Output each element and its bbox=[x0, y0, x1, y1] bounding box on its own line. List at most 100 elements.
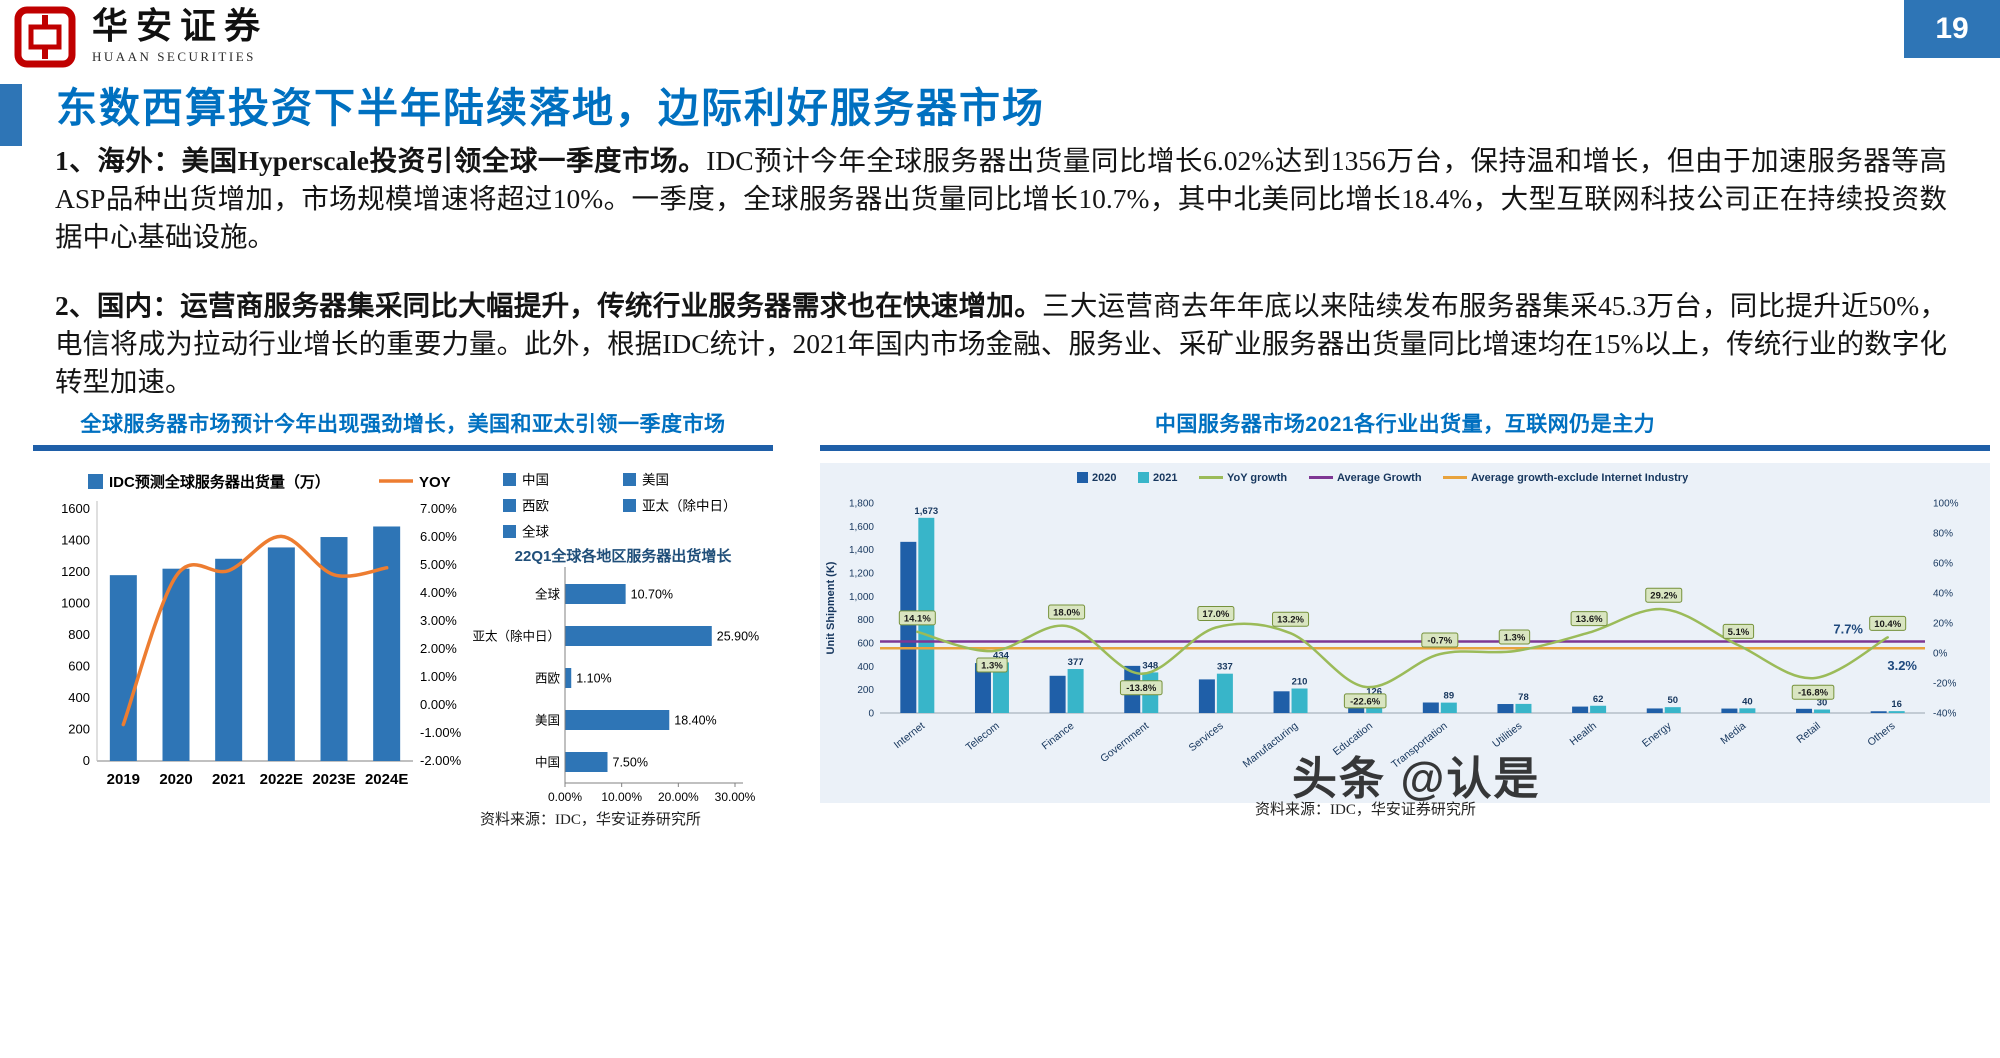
svg-text:IDC预测全球服务器出货量（万）: IDC预测全球服务器出货量（万） bbox=[109, 473, 330, 491]
svg-text:13.2%: 13.2% bbox=[1277, 615, 1304, 626]
svg-text:Average Growth: Average Growth bbox=[1337, 472, 1422, 484]
svg-text:0: 0 bbox=[868, 709, 874, 720]
industry-shipment-chart-svg: 2020 2021 YoY growth Average Growth Average … bbox=[820, 463, 1990, 803]
svg-text:1600: 1600 bbox=[61, 501, 90, 516]
global-market-panel: 全球服务器市场预计今年出现强劲增长，美国和亚太引领一季度市场 IDC预测全球服务… bbox=[33, 408, 773, 828]
page-number: 19 bbox=[1904, 0, 2000, 58]
right-panel-underline bbox=[820, 445, 1990, 451]
huaan-logo-icon bbox=[14, 6, 76, 68]
svg-text:600: 600 bbox=[68, 659, 90, 674]
left-panel-title: 全球服务器市场预计今年出现强劲增长，美国和亚太引领一季度市场 bbox=[80, 413, 726, 436]
svg-text:7.00%: 7.00% bbox=[420, 501, 457, 516]
svg-text:-2.00%: -2.00% bbox=[420, 753, 462, 768]
brand-name: 华安证券 bbox=[92, 6, 269, 46]
svg-text:78: 78 bbox=[1518, 692, 1529, 703]
svg-text:377: 377 bbox=[1068, 657, 1084, 668]
svg-text:29.2%: 29.2% bbox=[1650, 591, 1677, 602]
svg-text:126: 126 bbox=[1366, 686, 1382, 697]
svg-text:20.00%: 20.00% bbox=[658, 790, 699, 804]
svg-text:30.00%: 30.00% bbox=[715, 790, 756, 804]
svg-text:7.50%: 7.50% bbox=[613, 756, 648, 770]
svg-text:400: 400 bbox=[857, 662, 874, 673]
svg-text:1.3%: 1.3% bbox=[981, 661, 1003, 672]
svg-text:1.00%: 1.00% bbox=[420, 669, 457, 684]
svg-text:400: 400 bbox=[68, 690, 90, 705]
svg-text:1,200: 1,200 bbox=[849, 569, 874, 580]
svg-text:800: 800 bbox=[68, 627, 90, 642]
svg-text:14.1%: 14.1% bbox=[904, 613, 931, 624]
svg-text:5.00%: 5.00% bbox=[420, 557, 457, 572]
svg-text:0.00%: 0.00% bbox=[420, 697, 457, 712]
svg-text:美国: 美国 bbox=[642, 473, 669, 488]
svg-text:中国: 中国 bbox=[535, 755, 560, 770]
brand-subtitle: HUAAN SECURITIES bbox=[92, 49, 256, 65]
svg-text:89: 89 bbox=[1444, 691, 1455, 702]
page-title: 东数西算投资下半年陆续落地，边际利好服务器市场 bbox=[56, 85, 1045, 131]
region-growth-chart: 中国 美国 西欧 亚太（除中日） 全球 22Q1全球各地区服务器出货增长 全球 10.70% 亚… bbox=[472, 461, 773, 818]
right-source-note: 资料来源：IDC，华安证券研究所 bbox=[1255, 802, 1476, 818]
svg-text:22Q1全球各地区服务器出货增长: 22Q1全球各地区服务器出货增长 bbox=[515, 547, 733, 565]
svg-text:全球: 全球 bbox=[522, 524, 550, 540]
svg-text:2.00%: 2.00% bbox=[420, 641, 457, 656]
svg-text:62: 62 bbox=[1593, 694, 1604, 705]
svg-text:3.2%: 3.2% bbox=[1887, 658, 1917, 673]
industry-shipment-chart: 2020 2021 YoY growth Average Growth Average … bbox=[820, 463, 1990, 808]
svg-text:18.0%: 18.0% bbox=[1053, 608, 1080, 619]
svg-text:2021: 2021 bbox=[212, 771, 245, 788]
svg-text:16: 16 bbox=[1891, 699, 1902, 710]
svg-text:800: 800 bbox=[857, 615, 874, 626]
svg-text:亚太（除中日）: 亚太（除中日） bbox=[642, 499, 737, 514]
svg-text:0: 0 bbox=[83, 753, 90, 768]
svg-text:YoY growth: YoY growth bbox=[1227, 472, 1287, 484]
svg-text:美国: 美国 bbox=[535, 714, 560, 728]
svg-text:1400: 1400 bbox=[61, 533, 90, 548]
left-panel-underline bbox=[33, 445, 773, 451]
svg-text:30: 30 bbox=[1817, 698, 1828, 709]
svg-text:1.10%: 1.10% bbox=[576, 672, 611, 686]
svg-text:0%: 0% bbox=[1933, 649, 1948, 660]
paragraph-overseas: 1、海外：美国Hyperscale投资引领全球一季度市场。IDC预计今年全球服务… bbox=[55, 142, 1947, 256]
svg-text:100%: 100% bbox=[1933, 499, 1959, 510]
svg-text:13.6%: 13.6% bbox=[1576, 614, 1603, 625]
svg-text:1,600: 1,600 bbox=[849, 522, 874, 533]
svg-text:1.3%: 1.3% bbox=[1504, 633, 1526, 644]
svg-text:17.0%: 17.0% bbox=[1202, 609, 1229, 620]
svg-text:1,673: 1,673 bbox=[914, 506, 938, 517]
svg-text:10.4%: 10.4% bbox=[1874, 619, 1901, 630]
svg-text:1,800: 1,800 bbox=[849, 499, 874, 510]
body-text: 1、海外：美国Hyperscale投资引领全球一季度市场。IDC预计今年全球服务… bbox=[55, 142, 1947, 432]
paragraph-domestic-lead: 2、国内：运营商服务器集采同比大幅提升，传统行业服务器需求也在快速增加。 bbox=[55, 290, 1043, 321]
svg-text:25.90%: 25.90% bbox=[717, 630, 759, 644]
svg-text:-13.8%: -13.8% bbox=[1126, 683, 1157, 694]
svg-text:2020: 2020 bbox=[159, 771, 192, 788]
svg-text:-40%: -40% bbox=[1933, 709, 1956, 720]
svg-text:2021: 2021 bbox=[1153, 472, 1177, 484]
paragraph-overseas-lead: 1、海外：美国Hyperscale投资引领全球一季度市场。 bbox=[55, 145, 707, 176]
svg-text:40: 40 bbox=[1742, 696, 1753, 707]
svg-text:2023E: 2023E bbox=[312, 771, 355, 788]
svg-text:337: 337 bbox=[1217, 662, 1233, 673]
china-industry-panel: 中国服务器市场2021各行业出货量，互联网仍是主力 2020 2021 YoY gr… bbox=[820, 408, 1990, 818]
svg-text:210: 210 bbox=[1292, 677, 1308, 688]
svg-text:-16.8%: -16.8% bbox=[1798, 688, 1829, 699]
right-panel-title: 中国服务器市场2021各行业出货量，互联网仍是主力 bbox=[1154, 413, 1656, 436]
svg-text:5.1%: 5.1% bbox=[1728, 627, 1750, 638]
svg-text:1,000: 1,000 bbox=[849, 592, 874, 603]
svg-text:-0.7%: -0.7% bbox=[1427, 636, 1452, 647]
global-shipment-chart-svg: IDC预测全球服务器出货量（万） YOY 0 200 400 600 800 1000 1200… bbox=[61, 473, 462, 788]
svg-text:-20%: -20% bbox=[1933, 679, 1956, 690]
brand-block: 华安证券 HUAAN SECURITIES bbox=[14, 6, 268, 68]
svg-text:3.00%: 3.00% bbox=[420, 613, 457, 628]
svg-text:4.00%: 4.00% bbox=[420, 585, 457, 600]
svg-text:10.00%: 10.00% bbox=[601, 790, 642, 804]
paragraph-domestic-body: 三大运营商去年年底以来陆续发布服务器集采45.3万台，同比提升近50%，电信将成… bbox=[55, 290, 1948, 397]
svg-text:2024E: 2024E bbox=[365, 771, 408, 788]
svg-text:1,400: 1,400 bbox=[849, 545, 874, 556]
svg-text:40%: 40% bbox=[1933, 589, 1953, 600]
svg-text:60%: 60% bbox=[1933, 559, 1953, 570]
svg-text:10.70%: 10.70% bbox=[631, 588, 673, 602]
svg-text:1000: 1000 bbox=[61, 596, 90, 611]
svg-text:80%: 80% bbox=[1933, 529, 1953, 540]
svg-text:西欧: 西欧 bbox=[535, 672, 561, 686]
